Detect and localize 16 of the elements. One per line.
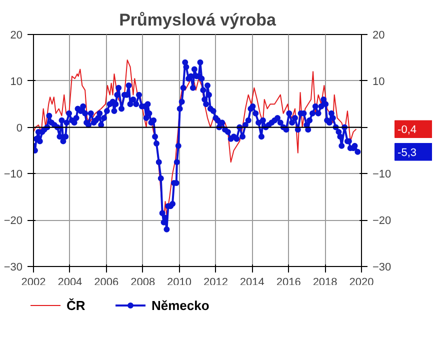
y2-tick-label: 10 [372,76,385,88]
text: -0,4 [398,124,417,136]
y2-tick-label: −20 [372,215,392,228]
y-tick-label: −10 [4,168,23,181]
y2-tick-label: −10 [372,168,392,181]
y-tick-label: 0 [16,122,23,134]
legend-label: ČR [66,298,86,313]
y-tick-label: 10 [10,76,23,88]
y2-tick-label: −30 [372,262,392,274]
chart-title: Průmyslová výroba [119,10,276,30]
y-tick-label: 20 [10,30,23,42]
y-tick-label: −20 [4,215,23,228]
y2-tick-label: 20 [372,30,385,42]
text: -5,3 [398,146,417,159]
y-tick-label: −30 [4,262,23,274]
legend-label: Německo [152,298,210,313]
